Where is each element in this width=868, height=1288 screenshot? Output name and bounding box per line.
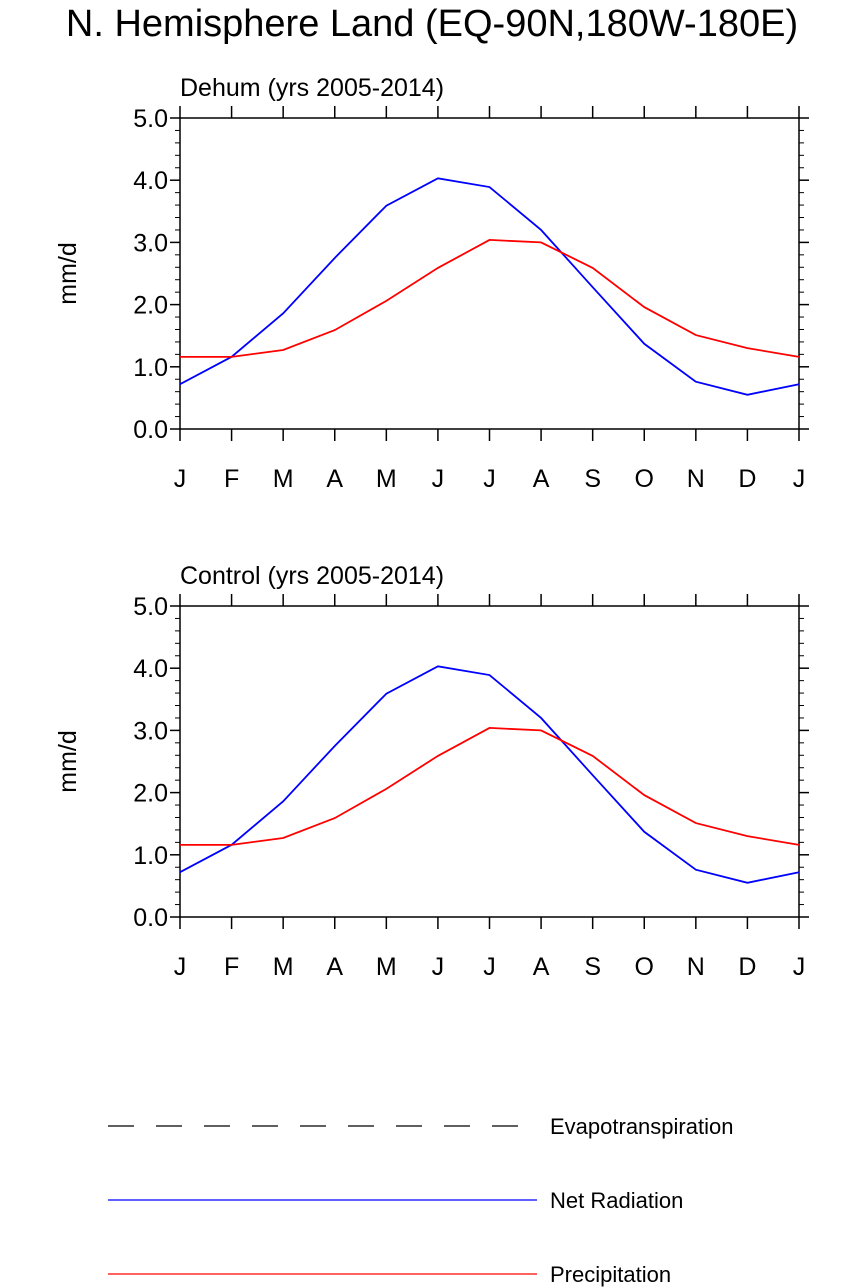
chart-title: Dehum (yrs 2005-2014) — [180, 74, 444, 102]
x-tick-label: J — [432, 953, 445, 981]
x-tick-label: S — [584, 953, 601, 981]
y-tick-label: 0.0 — [133, 904, 168, 932]
x-tick-label: D — [738, 465, 756, 493]
legend-label: Precipitation — [550, 1262, 671, 1287]
x-tick-label: S — [584, 465, 601, 493]
y-tick-label: 2.0 — [133, 780, 168, 808]
plot-frame — [179, 605, 800, 918]
series-line — [180, 239, 800, 358]
x-tick-label: A — [326, 465, 343, 493]
x-tick-label: N — [687, 953, 705, 981]
legend-label: Net Radiation — [550, 1188, 683, 1213]
x-tick-label: M — [376, 953, 397, 981]
x-tick-label: A — [533, 465, 550, 493]
y-tick-label: 0.0 — [133, 416, 168, 444]
x-tick-label: J — [793, 465, 806, 493]
figure-title: N. Hemisphere Land (EQ-90N,180W-180E) — [66, 3, 798, 45]
y-tick-label: 2.0 — [133, 292, 168, 320]
y-tick-label: 4.0 — [133, 655, 168, 683]
y-tick-label: 5.0 — [133, 105, 168, 133]
x-tick-label: J — [483, 465, 496, 493]
x-tick-label: F — [224, 953, 239, 981]
series-line — [180, 727, 800, 846]
y-axis-label: mm/d — [54, 242, 82, 305]
x-tick-label: J — [174, 953, 187, 981]
x-tick-label: M — [273, 465, 294, 493]
y-tick-label: 5.0 — [133, 593, 168, 621]
x-tick-label: F — [224, 465, 239, 493]
legend-label: Evapotranspiration — [550, 1114, 733, 1139]
x-tick-label: D — [738, 953, 756, 981]
x-tick-label: A — [326, 953, 343, 981]
chart-title: Control (yrs 2005-2014) — [180, 562, 444, 590]
y-tick-label: 3.0 — [133, 717, 168, 745]
y-tick-label: 1.0 — [133, 842, 168, 870]
y-tick-label: 1.0 — [133, 354, 168, 382]
x-tick-label: J — [483, 953, 496, 981]
x-tick-label: O — [635, 465, 654, 493]
x-tick-label: O — [635, 953, 654, 981]
x-tick-label: M — [376, 465, 397, 493]
x-tick-label: M — [273, 953, 294, 981]
x-tick-label: J — [432, 465, 445, 493]
series-line — [179, 177, 800, 396]
series-line — [179, 665, 800, 884]
plot-frame — [179, 117, 800, 430]
x-tick-label: J — [793, 953, 806, 981]
y-tick-label: 4.0 — [133, 167, 168, 195]
x-tick-label: N — [687, 465, 705, 493]
y-tick-label: 3.0 — [133, 229, 168, 257]
x-tick-label: A — [533, 953, 550, 981]
x-tick-label: J — [174, 465, 187, 493]
y-axis-label: mm/d — [54, 730, 82, 793]
